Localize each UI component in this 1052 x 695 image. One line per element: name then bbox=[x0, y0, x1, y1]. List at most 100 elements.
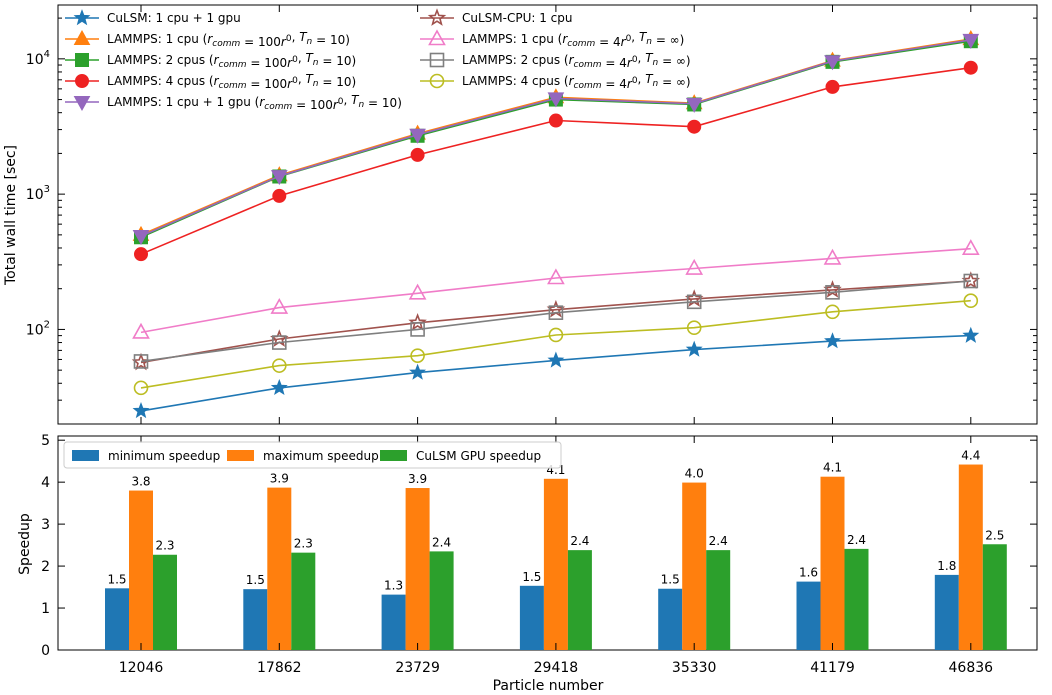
bar-value-label: 2.4 bbox=[847, 533, 866, 547]
data-point bbox=[410, 322, 425, 337]
legend-swatch bbox=[380, 450, 407, 461]
bar bbox=[658, 588, 683, 650]
data-point bbox=[685, 340, 703, 357]
legend-label: LAMMPS: 2 cpus (rcomm = 4r0, Tn = ∞) bbox=[462, 51, 691, 70]
bar-value-label: 4.0 bbox=[685, 467, 704, 481]
data-point bbox=[547, 92, 565, 108]
data-point bbox=[410, 147, 425, 162]
data-point bbox=[825, 304, 840, 320]
x-tick-label: 23729 bbox=[395, 660, 440, 676]
legend-entry: LAMMPS: 2 cpus (rcomm = 100r0, Tn = 10) bbox=[65, 51, 356, 70]
bar-value-label: 2.3 bbox=[294, 537, 313, 551]
bar bbox=[267, 487, 292, 650]
data-point bbox=[685, 97, 703, 113]
data-point bbox=[271, 358, 287, 373]
data-point bbox=[825, 285, 840, 300]
bar bbox=[519, 585, 544, 650]
data-point bbox=[132, 230, 150, 246]
speedup-legend-entry: minimum speedup bbox=[72, 449, 220, 463]
bar-value-label: 1.3 bbox=[384, 579, 403, 593]
data-point bbox=[686, 294, 702, 310]
data-point bbox=[961, 239, 980, 256]
bar-value-label: 3.9 bbox=[270, 472, 289, 486]
bar-value-label: 1.5 bbox=[107, 572, 126, 586]
legend-entry: LAMMPS: 2 cpus (rcomm = 4r0, Tn = ∞) bbox=[420, 51, 691, 70]
data-point bbox=[408, 283, 427, 300]
data-point bbox=[686, 320, 702, 335]
speedup-y-tick-label: 2 bbox=[41, 559, 50, 575]
bar-value-label: 2.4 bbox=[432, 535, 451, 549]
bar bbox=[682, 482, 707, 650]
bar-value-label: 2.4 bbox=[570, 534, 589, 548]
wall-time-plot-frame bbox=[57, 4, 1038, 425]
bar bbox=[844, 548, 869, 650]
speedup-y-tick-label: 4 bbox=[41, 475, 50, 491]
legend-marker bbox=[429, 73, 445, 89]
data-point bbox=[963, 293, 979, 309]
legend-marker bbox=[73, 96, 91, 112]
y-tick-label: 104 bbox=[26, 49, 50, 68]
bar bbox=[796, 581, 821, 650]
series-line bbox=[140, 247, 971, 334]
speedup-chart: 0 1 2 3 4 5 1.5 1.5 1.3 1.5 1.5 1.6 1.8 3.8 3.9 3.9 4.1… bbox=[17, 433, 1038, 694]
bar bbox=[405, 488, 430, 650]
bar bbox=[958, 464, 983, 650]
y-tick-label: 103 bbox=[26, 184, 50, 203]
legend-label: LAMMPS: 1 cpu + 1 gpu (rcomm = 100r0, Tn… bbox=[107, 93, 402, 112]
series-line bbox=[140, 299, 971, 389]
data-point bbox=[132, 401, 150, 419]
data-point bbox=[270, 297, 289, 314]
speedup-y-tick-label: 0 bbox=[41, 643, 50, 659]
speedup-y-tick-label: 1 bbox=[41, 601, 50, 617]
speedup-x-axis-label: Particle number bbox=[493, 678, 604, 694]
data-point bbox=[410, 348, 425, 363]
data-point bbox=[271, 335, 287, 350]
data-point bbox=[409, 363, 427, 380]
data-point bbox=[825, 79, 840, 94]
legend-entry: CuLSM-CPU: 1 cpu bbox=[420, 8, 573, 26]
legend-entry: CuLSM: 1 cpu + 1 gpu bbox=[65, 9, 241, 26]
legend-marker bbox=[429, 52, 445, 68]
bar bbox=[105, 588, 129, 650]
legend-label: LAMMPS: 1 cpu (rcomm = 4r0, Tn = ∞) bbox=[462, 30, 684, 49]
speedup-y-tick-label: 5 bbox=[41, 433, 50, 449]
legend-swatch bbox=[227, 450, 254, 461]
wall-time-chart: 102 103 104 CuLSM: 1 cpu + 1 gpu LAMMPS: 1 … bbox=[3, 4, 1038, 425]
legend-entry: LAMMPS: 1 cpu + 1 gpu (rcomm = 100r0, Tn… bbox=[65, 93, 402, 112]
bars-minimum-speedup: 1.5 1.5 1.3 1.5 1.5 1.6 1.8 bbox=[105, 559, 959, 650]
data-point bbox=[270, 170, 288, 186]
data-point bbox=[133, 380, 149, 396]
legend-label: LAMMPS: 4 cpus (rcomm = 100r0, Tn = 10) bbox=[107, 72, 356, 91]
x-tick-label: 41179 bbox=[810, 660, 855, 676]
speedup-legend-box bbox=[63, 441, 562, 469]
data-point bbox=[963, 60, 978, 75]
x-tick-label: 17862 bbox=[257, 660, 302, 676]
data-point bbox=[547, 351, 565, 368]
bar-value-label: 4.4 bbox=[961, 449, 980, 463]
data-point bbox=[962, 326, 980, 343]
bar-value-label: 1.6 bbox=[799, 566, 818, 580]
bar bbox=[567, 550, 592, 650]
bar-value-label: 3.9 bbox=[408, 472, 427, 486]
bar-value-label: 4.1 bbox=[823, 461, 842, 475]
x-tick-label: 12046 bbox=[119, 660, 164, 676]
series-line bbox=[140, 280, 971, 364]
bar bbox=[934, 574, 959, 650]
bar bbox=[706, 550, 731, 650]
data-point bbox=[408, 313, 427, 331]
speedup-y-tick-label: 3 bbox=[41, 517, 50, 533]
data-point bbox=[409, 128, 426, 144]
data-point bbox=[824, 332, 841, 349]
data-point bbox=[132, 322, 150, 339]
data-point bbox=[963, 273, 979, 289]
bar-value-label: 2.5 bbox=[985, 528, 1004, 542]
series-culsm-1-cpu-1-gpu bbox=[132, 326, 980, 419]
series-lammps-1-cpu-r-comm-4r-0-t-n-inf bbox=[132, 239, 980, 339]
legend-label: minimum speedup bbox=[108, 449, 220, 463]
legend-marker bbox=[428, 29, 446, 46]
bar bbox=[243, 589, 268, 650]
data-point bbox=[272, 188, 287, 203]
bar-value-label: 1.5 bbox=[661, 573, 680, 587]
legend-label: CuLSM-CPU: 1 cpu bbox=[462, 11, 573, 25]
data-point bbox=[548, 113, 563, 128]
